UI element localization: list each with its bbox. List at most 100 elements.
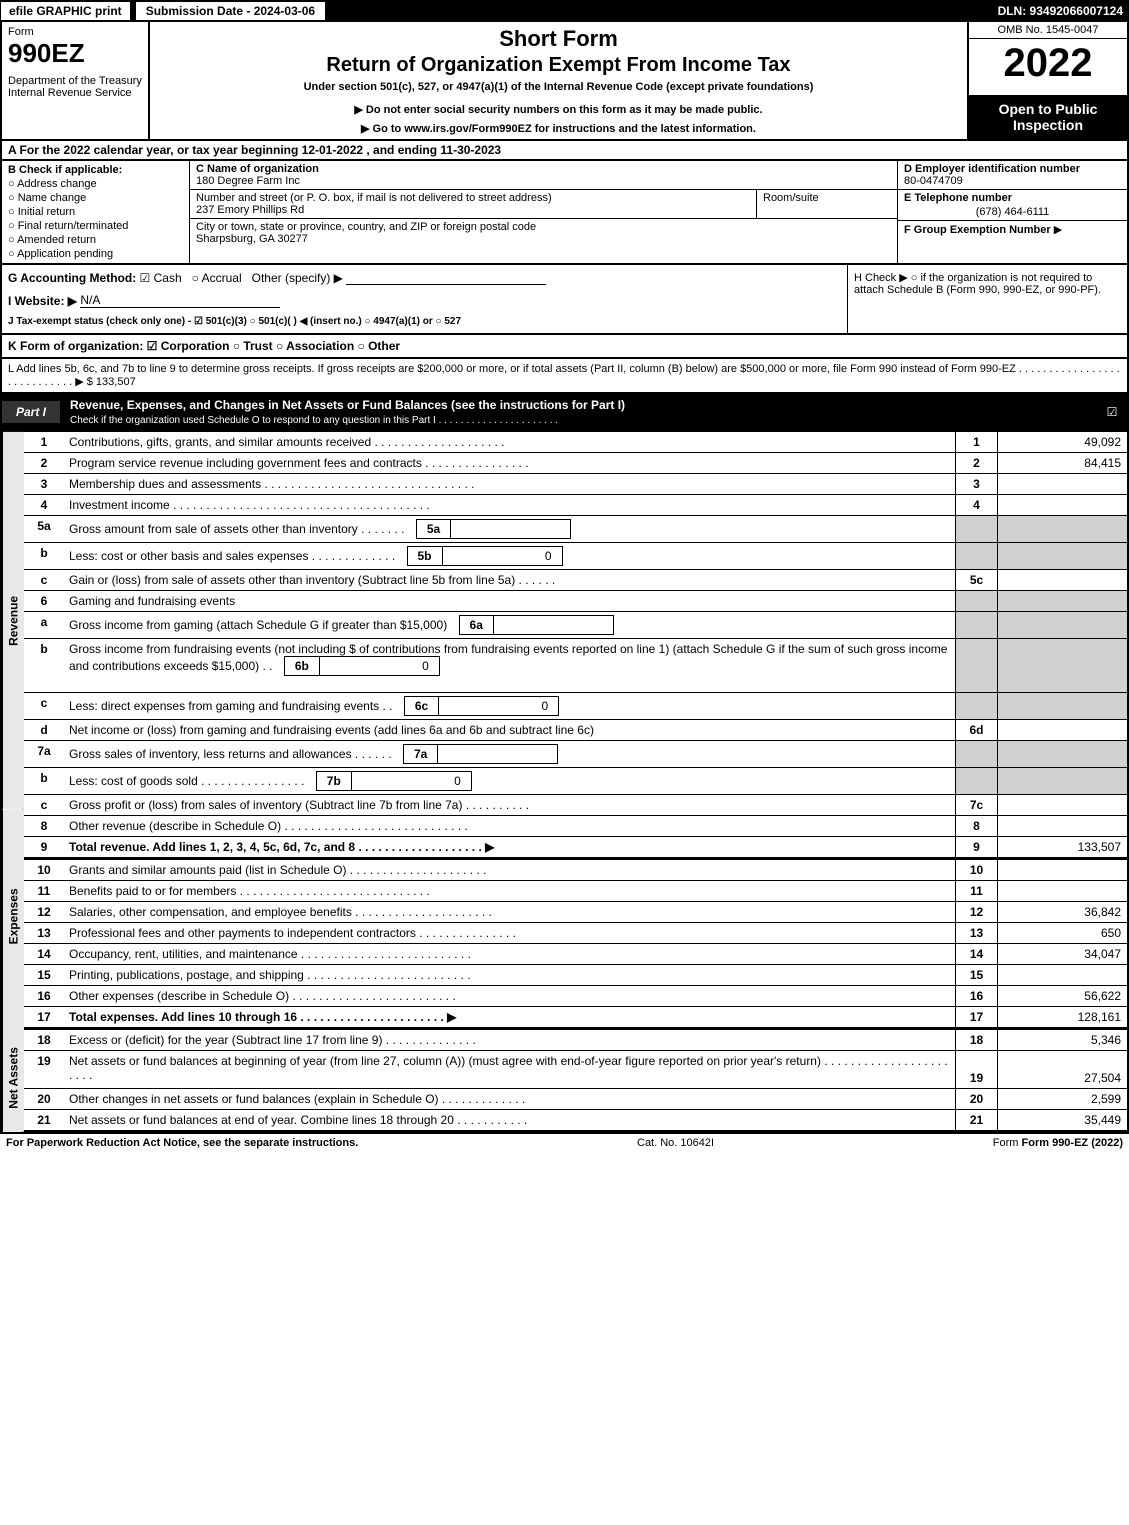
checkbox-final-return[interactable]: Final return/terminated	[8, 220, 183, 232]
line-no: b	[23, 543, 65, 569]
col-num	[955, 543, 997, 569]
col-num: 8	[955, 816, 997, 836]
header-right: OMB No. 1545-0047 2022 Open to Public In…	[967, 22, 1127, 139]
checkbox-amended-return[interactable]: Amended return	[8, 234, 183, 246]
checkbox-cash[interactable]: Cash	[140, 271, 182, 285]
part-1-check-line: Check if the organization used Schedule …	[70, 415, 558, 426]
line-20: 20 Other changes in net assets or fund b…	[23, 1089, 1127, 1110]
line-no: b	[23, 768, 65, 794]
line-7a: 7a Gross sales of inventory, less return…	[23, 741, 1127, 768]
col-amount: 56,622	[997, 986, 1127, 1006]
address-label: Number and street (or P. O. box, if mail…	[196, 192, 552, 204]
col-num: 6d	[955, 720, 997, 740]
block-h: H Check ▶ ○ if the organization is not r…	[847, 265, 1127, 333]
line-desc: Contributions, gifts, grants, and simila…	[65, 432, 955, 452]
line-9: 9 Total revenue. Add lines 1, 2, 3, 4, 5…	[23, 837, 1127, 858]
line-desc: Gross amount from sale of assets other t…	[65, 516, 955, 542]
header-middle: Short Form Return of Organization Exempt…	[150, 22, 967, 139]
block-g: G Accounting Method: Cash Accrual Other …	[2, 265, 847, 333]
accounting-method-row: G Accounting Method: Cash Accrual Other …	[8, 271, 841, 285]
line-no: 8	[23, 816, 65, 836]
form-header: Form 990EZ Department of the Treasury In…	[0, 22, 1129, 141]
line-no: b	[23, 639, 65, 692]
website-label: I Website: ▶	[8, 294, 77, 308]
col-num: 12	[955, 902, 997, 922]
line-desc: Other changes in net assets or fund bala…	[65, 1089, 955, 1109]
line-4: 4 Investment income . . . . . . . . . . …	[23, 495, 1127, 516]
col-num: 1	[955, 432, 997, 452]
col-num: 11	[955, 881, 997, 901]
col-amount: 49,092	[997, 432, 1127, 452]
row-a-tax-year: A For the 2022 calendar year, or tax yea…	[0, 141, 1129, 161]
col-num: 19	[955, 1051, 997, 1088]
line-desc: Excess or (deficit) for the year (Subtra…	[65, 1030, 955, 1050]
line-desc: Other revenue (describe in Schedule O) .…	[65, 816, 955, 836]
col-num	[955, 591, 997, 611]
room-cell: Room/suite	[757, 190, 897, 218]
website-value: N/A	[80, 293, 280, 308]
col-amount: 36,842	[997, 902, 1127, 922]
checkbox-address-change[interactable]: Address change	[8, 178, 183, 190]
col-num	[955, 639, 997, 692]
top-bar: efile GRAPHIC print Submission Date - 20…	[0, 0, 1129, 22]
line-desc: Printing, publications, postage, and shi…	[65, 965, 955, 985]
checkbox-initial-return[interactable]: Initial return	[8, 206, 183, 218]
part-1-checkbox[interactable]: ☑	[1097, 405, 1127, 419]
col-amount: 34,047	[997, 944, 1127, 964]
line-no: c	[23, 570, 65, 590]
line-desc: Gaming and fundraising events	[65, 591, 955, 611]
line-7c: c Gross profit or (loss) from sales of i…	[23, 795, 1127, 816]
efile-print-button[interactable]: efile GRAPHIC print	[0, 1, 131, 21]
col-amount	[997, 612, 1127, 638]
col-num: 21	[955, 1110, 997, 1130]
checkbox-accrual[interactable]: Accrual	[192, 271, 242, 285]
sub-label: 7b	[316, 771, 352, 791]
header-left: Form 990EZ Department of the Treasury In…	[2, 22, 150, 139]
col-num: 16	[955, 986, 997, 1006]
form-of-org: K Form of organization: ☑ Corporation ○ …	[8, 339, 400, 353]
row-k: K Form of organization: ☑ Corporation ○ …	[0, 335, 1129, 359]
street-address: 237 Emory Phillips Rd	[196, 204, 304, 216]
website-row: I Website: ▶ N/A	[8, 293, 841, 308]
department-label: Department of the Treasury Internal Reve…	[8, 75, 142, 99]
line-no: 20	[23, 1089, 65, 1109]
sub-value: 0	[320, 656, 440, 676]
line-no: 21	[23, 1110, 65, 1130]
line-14: 14 Occupancy, rent, utilities, and maint…	[23, 944, 1127, 965]
line-no: 16	[23, 986, 65, 1006]
line-8: 8 Other revenue (describe in Schedule O)…	[23, 816, 1127, 837]
col-amount	[997, 570, 1127, 590]
form-label: Form	[8, 26, 142, 38]
line-13: 13 Professional fees and other payments …	[23, 923, 1127, 944]
col-num	[955, 516, 997, 542]
line-no: 9	[23, 837, 65, 857]
col-amount	[997, 639, 1127, 692]
line-desc: Professional fees and other payments to …	[65, 923, 955, 943]
col-amount: 2,599	[997, 1089, 1127, 1109]
checkbox-name-change[interactable]: Name change	[8, 192, 183, 204]
other-input[interactable]	[346, 284, 546, 285]
group-exemption-label: F Group Exemption Number	[904, 224, 1051, 236]
line-2: 2 Program service revenue including gove…	[23, 453, 1127, 474]
line-no: 3	[23, 474, 65, 494]
omb-number: OMB No. 1545-0047	[969, 22, 1127, 39]
line-11: 11 Benefits paid to or for members . . .…	[23, 881, 1127, 902]
col-amount	[997, 768, 1127, 794]
catalog-number: Cat. No. 10642I	[358, 1137, 992, 1149]
line-no: 19	[23, 1051, 65, 1088]
irs-link-text[interactable]: ▶ Go to www.irs.gov/Form990EZ for instru…	[160, 122, 957, 135]
col-amount	[997, 795, 1127, 815]
block-def: D Employer identification number 80-0474…	[897, 161, 1127, 263]
line-no: 1	[23, 432, 65, 452]
line-no: 7a	[23, 741, 65, 767]
line-desc: Gross income from gaming (attach Schedul…	[65, 612, 955, 638]
checkbox-application-pending[interactable]: Application pending	[8, 248, 183, 260]
form-number: 990EZ	[8, 38, 142, 69]
line-desc: Less: cost of goods sold . . . . . . . .…	[65, 768, 955, 794]
block-b-label: B Check if applicable:	[8, 164, 183, 176]
ssn-warning: ▶ Do not enter social security numbers o…	[160, 103, 957, 116]
room-label: Room/suite	[763, 192, 819, 204]
line-15: 15 Printing, publications, postage, and …	[23, 965, 1127, 986]
phone-value: (678) 464-6111	[904, 206, 1121, 218]
schedule-b-check[interactable]: H Check ▶ ○ if the organization is not r…	[854, 272, 1101, 296]
